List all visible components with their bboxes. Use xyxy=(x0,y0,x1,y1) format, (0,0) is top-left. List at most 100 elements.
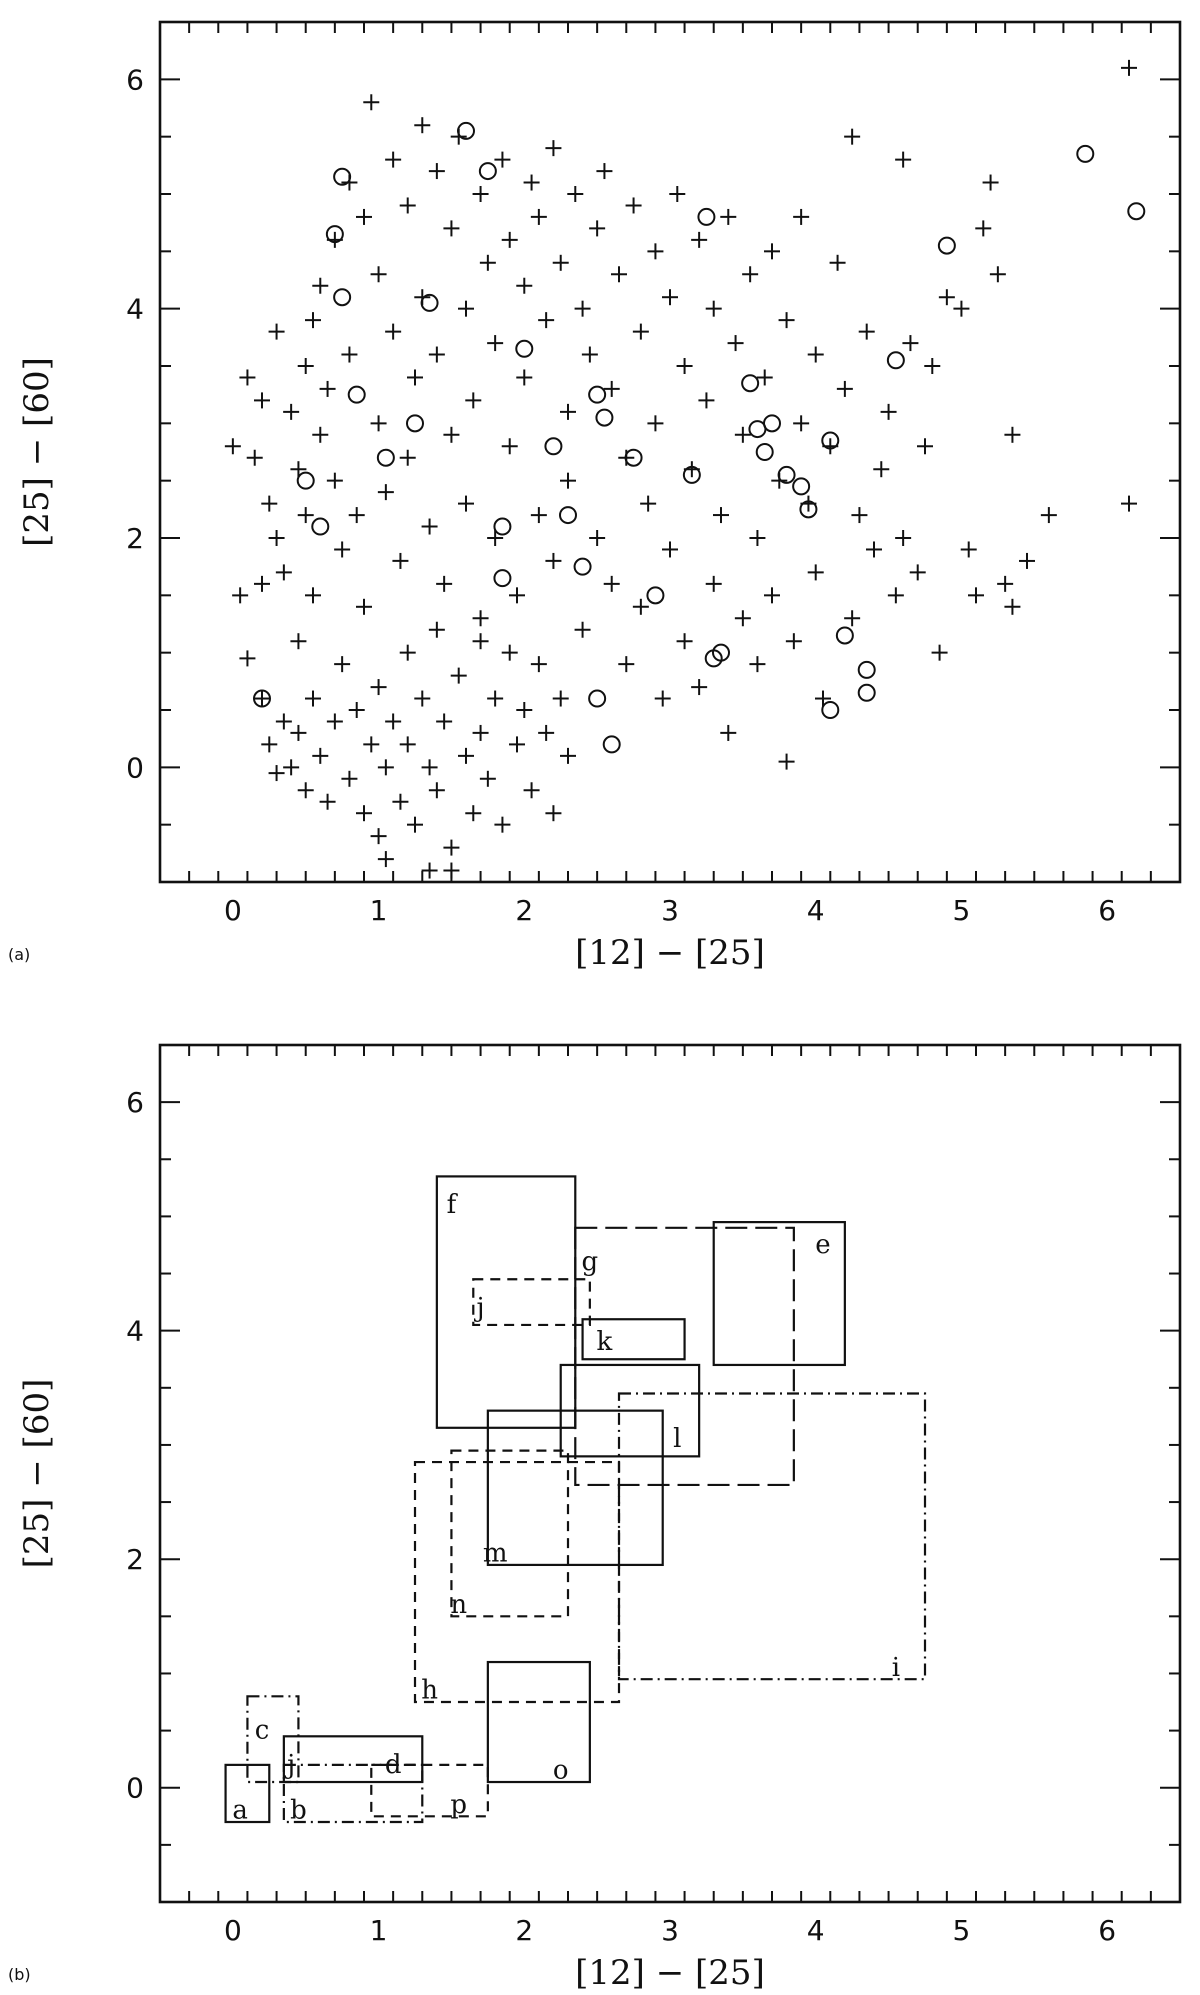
plus-marker xyxy=(545,805,562,822)
plus-marker xyxy=(297,507,314,524)
x-tick-label: 6 xyxy=(1098,894,1116,927)
plus-marker xyxy=(370,266,387,283)
x-tick-label: 4 xyxy=(807,1914,825,1947)
plus-marker xyxy=(414,117,431,134)
circle-marker xyxy=(588,385,607,404)
plus-marker xyxy=(764,243,780,260)
plus-marker xyxy=(268,765,285,782)
plus-marker xyxy=(472,724,489,741)
plus-marker xyxy=(356,805,372,822)
circle-marker xyxy=(821,701,840,719)
circle-marker xyxy=(376,448,395,467)
circle-marker xyxy=(763,414,781,433)
region-box-g xyxy=(574,1226,795,1487)
circle-marker xyxy=(588,689,607,708)
x-axis-label: [12] − [25] xyxy=(575,933,765,973)
plus-marker xyxy=(377,484,394,501)
plus-marker xyxy=(254,690,270,707)
plus-marker xyxy=(815,690,831,707)
plus-marker xyxy=(305,587,321,604)
plus-marker xyxy=(399,736,416,753)
plus-marker xyxy=(1019,552,1035,569)
plus-marker xyxy=(785,633,802,650)
plus-marker xyxy=(334,541,351,558)
plus-marker xyxy=(509,736,525,753)
plus-marker xyxy=(348,702,365,718)
plus-marker xyxy=(334,656,351,673)
plus-marker xyxy=(283,759,300,776)
plus-marker xyxy=(407,816,423,833)
plus-marker xyxy=(574,300,591,317)
plus-marker xyxy=(909,564,926,581)
plus-marker xyxy=(778,753,795,770)
region-label-c: c xyxy=(255,1716,270,1746)
y-axis-label: [25] − [60] xyxy=(17,357,57,547)
plus-marker xyxy=(443,426,460,443)
plus-marker xyxy=(713,507,729,524)
plus-marker xyxy=(290,724,307,741)
circle-marker xyxy=(333,167,352,186)
plus-marker xyxy=(385,323,402,340)
plus-marker xyxy=(931,644,948,661)
plus-marker xyxy=(552,254,569,271)
plus-marker xyxy=(698,392,715,409)
region-box-c xyxy=(246,1695,300,1784)
plus-marker xyxy=(443,839,460,856)
plus-marker xyxy=(589,220,606,237)
plus-marker xyxy=(509,587,525,604)
region-box-d xyxy=(282,1735,424,1784)
plus-marker xyxy=(560,747,576,764)
plus-marker xyxy=(312,277,329,294)
plus-marker xyxy=(523,174,540,191)
plus-marker xyxy=(268,323,285,340)
x-tick-label: 5 xyxy=(953,894,971,927)
plus-marker xyxy=(392,552,409,569)
region-box-e xyxy=(712,1221,846,1367)
plus-marker xyxy=(458,495,474,512)
x-axis-label: [12] − [25] xyxy=(575,1953,765,1993)
plus-marker xyxy=(581,346,598,363)
plus-marker xyxy=(625,197,642,214)
x-tick-label: 2 xyxy=(515,1914,533,1947)
plus-marker xyxy=(312,426,329,443)
y-tick-label: 6 xyxy=(126,1086,144,1119)
plus-marker xyxy=(370,679,387,696)
plus-marker xyxy=(356,598,372,615)
plus-marker xyxy=(873,461,890,478)
plus-marker xyxy=(975,220,992,237)
plus-marker xyxy=(647,415,664,432)
plus-marker xyxy=(538,312,555,329)
circle-marker xyxy=(712,643,730,662)
plus-marker xyxy=(793,415,810,432)
plus-marker xyxy=(239,369,256,386)
circle-marker xyxy=(777,465,796,484)
circle-marker xyxy=(682,465,701,484)
plus-marker xyxy=(305,312,321,329)
plus-marker xyxy=(545,552,562,569)
circle-marker xyxy=(559,506,577,525)
circle-marker xyxy=(857,660,876,679)
plus-marker xyxy=(326,713,343,730)
plus-marker xyxy=(254,575,270,592)
plus-marker xyxy=(458,300,474,317)
plus-marker xyxy=(385,713,402,730)
x-tick-label: 5 xyxy=(953,1914,971,1947)
circle-marker xyxy=(253,689,271,708)
region-label-a: a xyxy=(232,1796,248,1826)
plus-marker xyxy=(676,633,693,650)
plus-marker xyxy=(290,633,307,650)
circle-marker xyxy=(886,351,905,370)
plus-marker xyxy=(443,220,460,237)
plus-marker xyxy=(319,793,336,810)
plus-marker xyxy=(377,851,394,868)
plus-marker xyxy=(472,186,489,202)
plus-marker xyxy=(472,610,489,627)
plus-marker xyxy=(297,782,314,799)
plus-marker xyxy=(516,369,533,386)
plus-marker xyxy=(443,862,460,879)
plus-marker xyxy=(618,656,635,673)
circle-marker xyxy=(333,288,352,307)
y-axis-label: [25] − [60] xyxy=(17,1379,57,1569)
